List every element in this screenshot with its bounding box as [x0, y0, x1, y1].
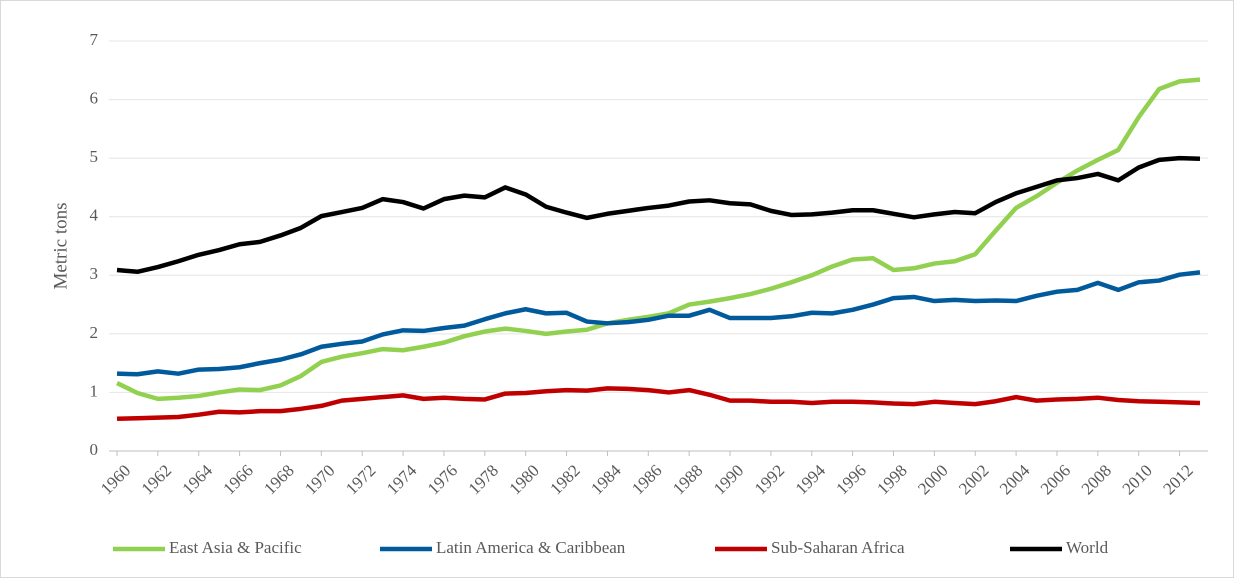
- y-tick-label: 6: [90, 88, 99, 107]
- legend-label: Latin America & Caribbean: [436, 538, 626, 557]
- y-tick-label: 4: [90, 206, 99, 225]
- series-line: [116, 270, 1201, 377]
- y-tick-label: 7: [90, 30, 99, 49]
- y-axis-title: Metric tons: [50, 202, 71, 289]
- y-tick-label: 0: [90, 440, 99, 459]
- y-tick-label: 1: [90, 381, 99, 400]
- series-line: [116, 77, 1201, 402]
- legend-label: World: [1066, 538, 1109, 557]
- y-tick-label: 3: [90, 264, 99, 283]
- y-tick-label: 2: [90, 323, 99, 342]
- y-tick-label: 5: [90, 147, 99, 166]
- legend-label: East Asia & Pacific: [169, 538, 302, 557]
- legend-label: Sub-Saharan Africa: [771, 538, 905, 557]
- series-line: [116, 386, 1201, 422]
- series-line: [116, 155, 1201, 275]
